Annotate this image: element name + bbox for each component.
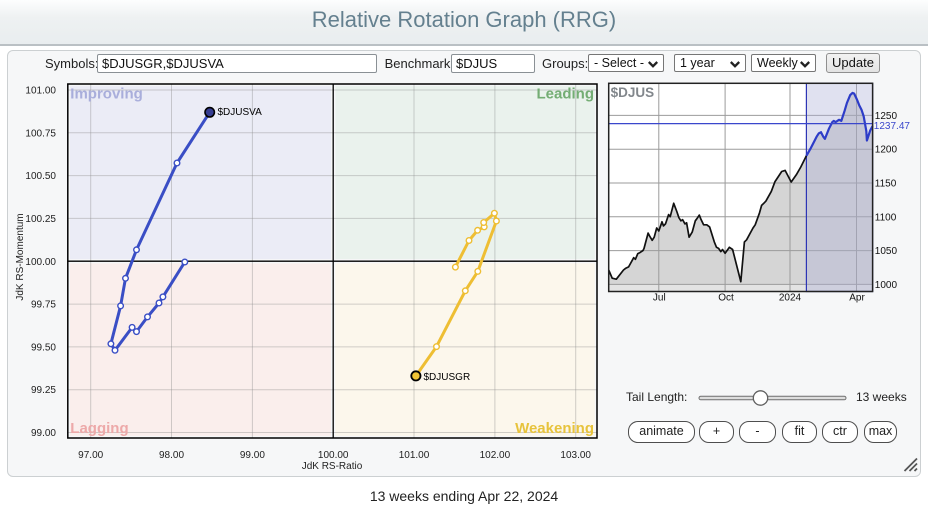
svg-text:99.00: 99.00 bbox=[31, 428, 56, 439]
svg-text:Leading: Leading bbox=[536, 86, 594, 103]
svg-text:Lagging: Lagging bbox=[70, 420, 128, 437]
svg-text:Oct: Oct bbox=[718, 293, 734, 304]
svg-text:2024: 2024 bbox=[779, 293, 802, 304]
svg-text:102.00: 102.00 bbox=[480, 450, 511, 461]
svg-text:99.25: 99.25 bbox=[31, 385, 56, 396]
svg-text:99.00: 99.00 bbox=[240, 450, 265, 461]
svg-text:$DJUSVA: $DJUSVA bbox=[218, 107, 263, 118]
svg-text:100.00: 100.00 bbox=[25, 257, 56, 268]
svg-text:103.00: 103.00 bbox=[560, 450, 591, 461]
svg-text:100.75: 100.75 bbox=[25, 128, 56, 139]
svg-text:100.50: 100.50 bbox=[25, 171, 56, 182]
svg-text:JdK RS-Ratio: JdK RS-Ratio bbox=[302, 461, 363, 472]
svg-text:99.50: 99.50 bbox=[31, 342, 56, 353]
svg-text:1237.47: 1237.47 bbox=[874, 121, 911, 132]
svg-text:101.00: 101.00 bbox=[399, 450, 430, 461]
svg-text:Jul: Jul bbox=[653, 293, 666, 304]
svg-text:Improving: Improving bbox=[70, 86, 143, 103]
svg-text:1000: 1000 bbox=[875, 280, 898, 291]
svg-text:100.00: 100.00 bbox=[318, 450, 349, 461]
svg-text:$DJUSGR: $DJUSGR bbox=[424, 372, 471, 383]
svg-text:98.00: 98.00 bbox=[159, 450, 184, 461]
svg-text:101.00: 101.00 bbox=[25, 86, 56, 97]
svg-text:$DJUS: $DJUS bbox=[611, 85, 655, 100]
svg-text:100.25: 100.25 bbox=[25, 214, 56, 225]
svg-text:1150: 1150 bbox=[875, 179, 897, 190]
svg-text:97.00: 97.00 bbox=[78, 450, 103, 461]
svg-text:Weakening: Weakening bbox=[515, 420, 594, 437]
svg-text:1100: 1100 bbox=[875, 212, 897, 223]
svg-text:Apr: Apr bbox=[849, 293, 865, 304]
svg-text:1050: 1050 bbox=[875, 246, 898, 257]
svg-text:99.75: 99.75 bbox=[31, 300, 56, 311]
svg-text:1200: 1200 bbox=[875, 145, 898, 156]
svg-text:1250: 1250 bbox=[875, 111, 898, 122]
svg-text:JdK RS-Momentum: JdK RS-Momentum bbox=[15, 213, 26, 300]
